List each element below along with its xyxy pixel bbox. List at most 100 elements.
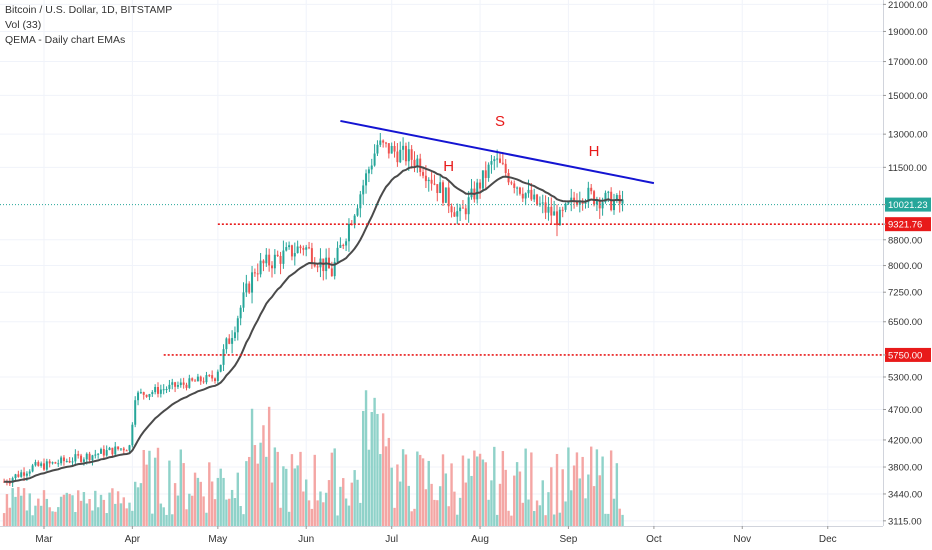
candle-body bbox=[31, 465, 34, 472]
volume-bar bbox=[99, 494, 103, 526]
volume-bar bbox=[28, 493, 31, 526]
volume-bar bbox=[279, 507, 282, 526]
candle-body bbox=[453, 212, 456, 217]
volume-bar bbox=[305, 479, 308, 526]
volume-bar bbox=[504, 469, 507, 526]
volume-bar bbox=[421, 458, 425, 526]
volume-bar bbox=[339, 486, 342, 526]
candle-body bbox=[37, 462, 40, 466]
candle-body bbox=[422, 172, 425, 176]
candle-body bbox=[561, 209, 564, 211]
volume-bar bbox=[501, 451, 505, 526]
price-tick-label: 13000.00 bbox=[888, 130, 928, 141]
ema-indicator-label[interactable]: QEMA - Daily chart EMAs bbox=[5, 34, 126, 46]
candle-body bbox=[407, 149, 410, 162]
candle-body bbox=[154, 387, 157, 393]
candle-body bbox=[373, 153, 376, 166]
volume-bar bbox=[473, 450, 476, 526]
volume-bar bbox=[230, 489, 234, 526]
volume-bar bbox=[116, 491, 120, 526]
volume-bar bbox=[607, 513, 610, 526]
volume-bar bbox=[527, 499, 530, 526]
candle-body bbox=[276, 254, 279, 257]
volume-bar bbox=[296, 465, 299, 526]
candle-body bbox=[359, 194, 362, 209]
candle-body bbox=[410, 149, 413, 160]
volume-bar bbox=[495, 514, 499, 526]
candle-body bbox=[176, 385, 179, 387]
candle-body bbox=[598, 199, 601, 209]
volume-bar bbox=[142, 449, 145, 526]
volume-bar bbox=[216, 477, 220, 526]
volume-bar bbox=[347, 505, 351, 526]
volume-bar bbox=[185, 509, 188, 526]
candlesticks bbox=[3, 132, 624, 487]
candle-body bbox=[157, 387, 159, 394]
price-tick-label: 7250.00 bbox=[888, 288, 922, 299]
candle-body bbox=[402, 145, 405, 150]
level-price-badge bbox=[885, 217, 931, 232]
candle-body bbox=[433, 183, 436, 185]
candle-body bbox=[288, 245, 291, 248]
volume-bar bbox=[245, 461, 248, 526]
volume-bar bbox=[356, 479, 359, 526]
volume-bar bbox=[210, 481, 214, 526]
volume-bar bbox=[114, 503, 117, 526]
volume-bar bbox=[153, 457, 157, 526]
volume-bar bbox=[290, 454, 294, 526]
trendline[interactable] bbox=[340, 119, 655, 185]
volume-bar bbox=[299, 451, 302, 526]
volume-bar bbox=[547, 492, 550, 526]
symbol-title[interactable]: Bitcoin / U.S. Dollar, 1D, BITSTAMP bbox=[5, 4, 173, 16]
candle-body bbox=[293, 253, 296, 257]
volume-bar bbox=[518, 471, 522, 526]
volume-bar bbox=[515, 462, 519, 526]
volume-bar bbox=[108, 492, 111, 526]
volume-bar bbox=[441, 454, 445, 526]
volume-bar bbox=[302, 491, 305, 526]
candle-body bbox=[575, 201, 578, 205]
volume-bar bbox=[5, 494, 9, 526]
volume-bar bbox=[609, 450, 613, 526]
volume-bar bbox=[219, 468, 222, 526]
volume-indicator-label[interactable]: Vol (33) bbox=[5, 19, 42, 31]
volume-bar bbox=[324, 492, 328, 526]
volume-bar bbox=[51, 511, 54, 526]
candle-body bbox=[305, 247, 308, 250]
level-price-badge bbox=[885, 347, 931, 362]
candle-body bbox=[225, 338, 228, 350]
candle-body bbox=[487, 164, 490, 178]
volume-bar bbox=[34, 505, 37, 526]
candle-body bbox=[91, 455, 94, 461]
volume-bar bbox=[179, 449, 182, 526]
volume-bar bbox=[191, 495, 194, 526]
price-tick-label: 17000.00 bbox=[888, 57, 928, 68]
candle-body bbox=[513, 183, 516, 188]
candle-body bbox=[48, 461, 51, 464]
volume-bar bbox=[390, 467, 393, 526]
candle-body bbox=[122, 448, 125, 451]
price-tick-label: 21000.00 bbox=[888, 0, 928, 11]
candle-body bbox=[179, 382, 182, 386]
volume-bar bbox=[367, 449, 371, 526]
candle-body bbox=[285, 247, 288, 251]
volume-bar bbox=[270, 482, 274, 526]
volume-bar bbox=[470, 475, 473, 526]
volume-bar bbox=[322, 502, 325, 526]
volume-bar bbox=[490, 480, 493, 526]
volume-bar bbox=[71, 495, 74, 526]
candle-body bbox=[253, 272, 256, 274]
volume-bar bbox=[131, 510, 134, 526]
candle-body bbox=[461, 207, 464, 209]
pattern-label-h: H bbox=[443, 158, 454, 175]
candle-body bbox=[102, 449, 105, 456]
candle-body bbox=[345, 241, 348, 246]
candle-body bbox=[333, 261, 336, 277]
candle-body bbox=[188, 378, 191, 388]
volume-bar bbox=[344, 498, 348, 526]
volume-bar bbox=[444, 473, 448, 526]
volume-bar bbox=[336, 515, 339, 526]
volume-bar bbox=[285, 468, 288, 526]
